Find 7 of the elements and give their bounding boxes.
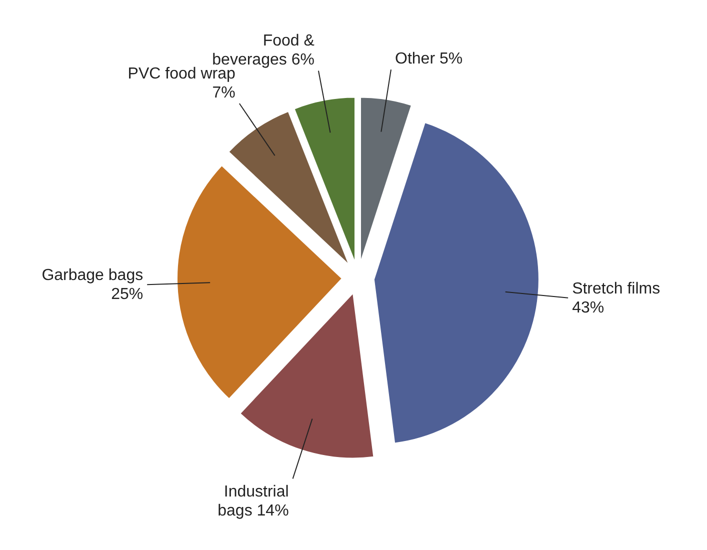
slice-label: Stretch films <box>572 280 660 298</box>
data-label: 7% <box>212 84 236 102</box>
slice-label: Industrial bags 14% <box>218 484 289 520</box>
slice-label: Garbage bags <box>42 267 144 284</box>
slice-label: Other 5% <box>395 50 463 68</box>
data-label: 43% <box>572 299 604 316</box>
data-label: 25% <box>111 286 144 304</box>
